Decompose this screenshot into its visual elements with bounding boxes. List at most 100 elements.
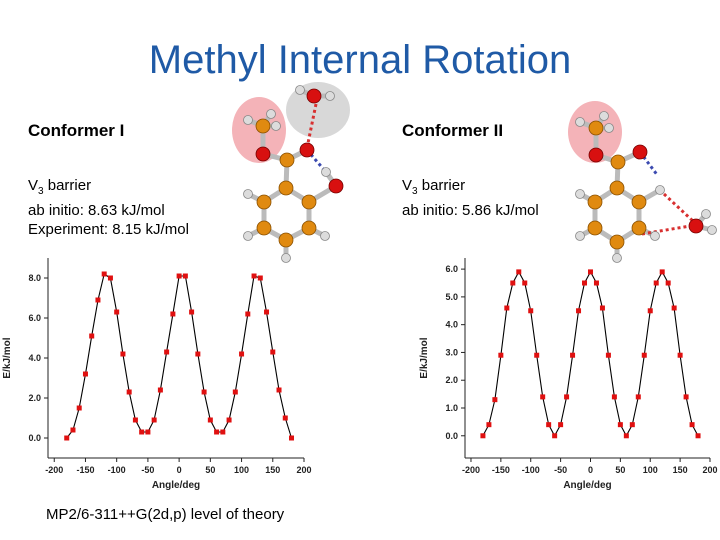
data-point	[107, 275, 113, 281]
data-point	[522, 280, 528, 286]
data-point	[101, 271, 107, 277]
x-tick-label: 0	[588, 465, 593, 475]
data-point	[164, 349, 170, 355]
data-point	[629, 422, 635, 428]
data-point	[665, 280, 671, 286]
y-tick-label: 5.0	[445, 292, 458, 302]
conformer-1-experiment: Experiment: 8.15 kJ/mol	[28, 221, 189, 238]
data-point	[189, 309, 195, 315]
x-axis-title: Angle/deg	[563, 480, 611, 491]
data-point	[70, 427, 76, 433]
v3-symbol: V	[402, 177, 413, 194]
v3-subscript: 3	[38, 186, 44, 197]
data-point	[132, 417, 138, 423]
y-tick-label: 2.0	[445, 375, 458, 385]
y-tick-label: 8.0	[28, 273, 41, 283]
data-point	[195, 351, 201, 357]
data-point	[498, 352, 504, 358]
data-point	[95, 297, 101, 303]
data-point	[257, 275, 263, 281]
data-point	[552, 433, 558, 439]
data-point	[276, 387, 282, 393]
data-point	[570, 352, 576, 358]
v3-symbol: V	[28, 177, 39, 194]
data-point	[689, 422, 695, 428]
x-tick-label: 200	[702, 465, 717, 475]
x-tick-label: -150	[76, 465, 94, 475]
data-point	[558, 422, 564, 428]
data-point	[635, 394, 641, 400]
data-point	[647, 308, 653, 314]
x-tick-label: -50	[141, 465, 154, 475]
data-point	[64, 435, 70, 441]
x-tick-label: 150	[265, 465, 280, 475]
conformer-1-v3-line: V3 barrier	[28, 176, 189, 201]
conformer-2-label: Conformer II	[402, 121, 504, 140]
conformer-1-info: V3 barrier ab initio: 8.63 kJ/mol Experi…	[28, 176, 189, 239]
data-point	[528, 308, 534, 314]
conformer-2-ab-initio: ab initio: 5.86 kJ/mol	[402, 202, 539, 219]
data-point	[232, 389, 238, 395]
data-point	[270, 349, 276, 355]
data-point	[671, 305, 677, 311]
data-point	[207, 417, 213, 423]
data-point	[264, 309, 270, 315]
y-tick-label: 0.0	[28, 433, 41, 443]
data-point	[214, 429, 220, 435]
data-point	[282, 415, 288, 421]
data-point	[226, 417, 232, 423]
data-point	[653, 280, 659, 286]
data-point	[695, 433, 701, 439]
y-tick-label: 3.0	[445, 347, 458, 357]
data-point	[182, 273, 188, 279]
data-point	[251, 273, 257, 279]
x-tick-label: -150	[492, 465, 510, 475]
x-tick-label: 100	[643, 465, 658, 475]
x-tick-label: -100	[522, 465, 540, 475]
data-point	[139, 429, 145, 435]
data-point	[89, 333, 95, 339]
data-point	[504, 305, 510, 311]
data-point	[245, 311, 251, 317]
data-point	[683, 394, 689, 400]
data-point	[176, 273, 182, 279]
y-tick-label: 0.0	[445, 431, 458, 441]
data-point	[220, 429, 226, 435]
data-point	[677, 352, 683, 358]
data-point	[540, 394, 546, 400]
y-tick-label: 1.0	[445, 403, 458, 413]
data-point	[157, 387, 163, 393]
data-point	[516, 269, 522, 275]
data-point	[492, 397, 498, 403]
y-tick-label: 6.0	[445, 264, 458, 274]
data-point	[576, 308, 582, 314]
data-point	[239, 351, 245, 357]
data-point	[623, 433, 629, 439]
data-point	[76, 405, 82, 411]
data-point	[617, 422, 623, 428]
x-tick-label: 200	[296, 465, 311, 475]
data-point	[611, 394, 617, 400]
x-tick-label: -50	[554, 465, 567, 475]
x-tick-label: 0	[177, 465, 182, 475]
data-point	[564, 394, 570, 400]
v3-rest: barrier	[43, 177, 92, 194]
data-point	[587, 269, 593, 275]
data-point	[659, 269, 665, 275]
y-tick-label: 4.0	[445, 320, 458, 330]
data-point	[201, 389, 207, 395]
x-tick-label: -100	[108, 465, 126, 475]
y-axis-title: E/kJ/mol	[2, 337, 13, 378]
data-point	[534, 352, 540, 358]
x-tick-label: 50	[205, 465, 215, 475]
data-point	[546, 422, 552, 428]
data-point	[126, 389, 132, 395]
conformer-2-info: V3 barrier ab initio: 5.86 kJ/mol	[402, 176, 539, 220]
y-tick-label: 2.0	[28, 393, 41, 403]
data-point	[170, 311, 176, 317]
data-point	[114, 309, 120, 315]
x-tick-label: 50	[615, 465, 625, 475]
